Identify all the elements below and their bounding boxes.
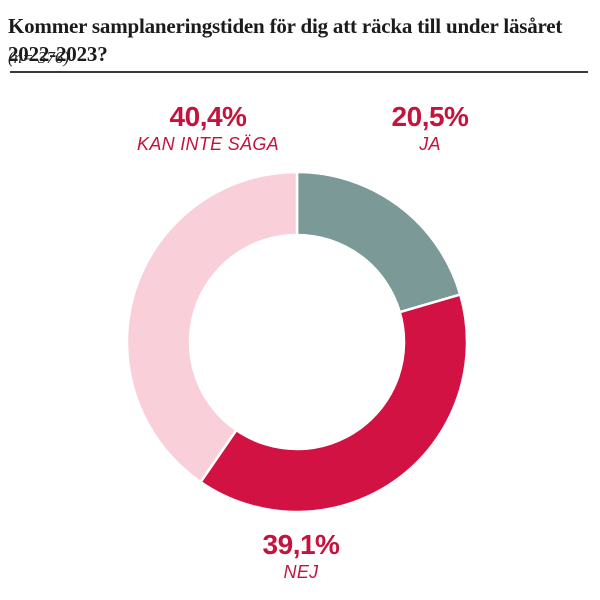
donut-segment-nej bbox=[198, 293, 469, 514]
segment-label-ja: JA bbox=[419, 134, 441, 154]
segment-label-kan-inte-saga: KAN INTE SÄGA bbox=[137, 134, 279, 154]
donut-chart-container bbox=[122, 167, 472, 517]
percent-value-ja: 20,5% bbox=[391, 101, 469, 132]
percent-value-kan-inte-saga: 40,4% bbox=[169, 101, 247, 132]
donut-segment-ja bbox=[295, 170, 462, 314]
donut-segment-kan-inte-s-ga bbox=[125, 170, 299, 484]
page-title: Kommer samplaneringstiden för dig att rä… bbox=[8, 14, 563, 66]
donut-chart bbox=[125, 170, 469, 514]
segment-label-nej: NEJ bbox=[283, 562, 319, 582]
callout-kan-inte-saga: 40,4% KAN INTE SÄGA bbox=[78, 102, 338, 157]
divider-rule bbox=[10, 71, 588, 73]
percent-value-nej: 39,1% bbox=[262, 529, 340, 560]
callout-nej: 39,1% NEJ bbox=[171, 530, 431, 585]
callout-ja: 20,5% JA bbox=[330, 102, 530, 157]
sample-size-label: (n= 376) bbox=[8, 48, 70, 67]
